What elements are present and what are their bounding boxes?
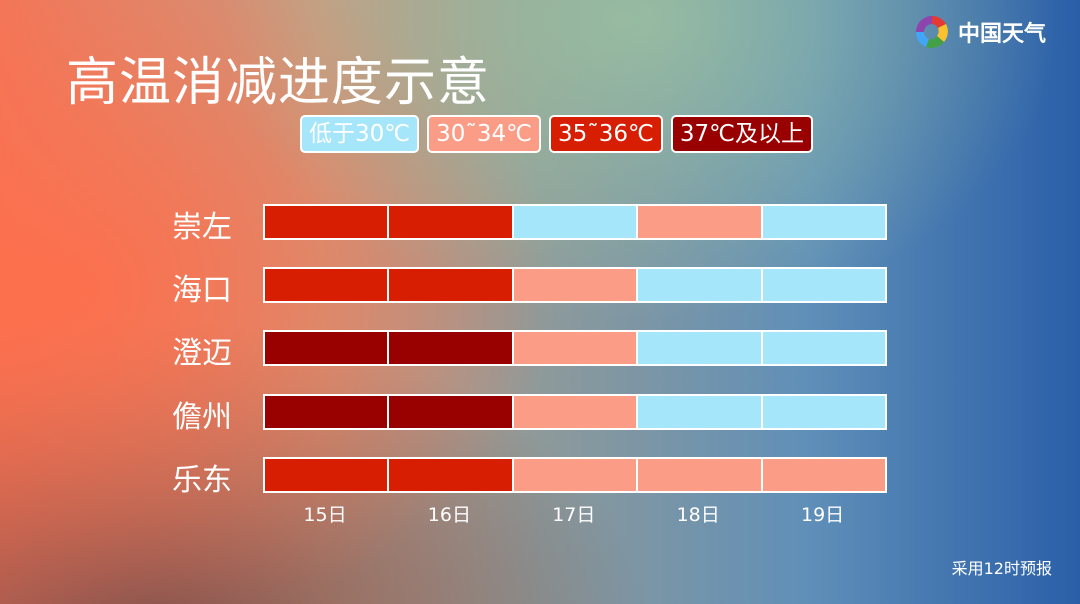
row-label: 乐东 <box>172 463 232 498</box>
column-label: 19日 <box>801 504 845 526</box>
heatmap-cell <box>511 204 639 240</box>
heatmap-cell <box>387 330 514 366</box>
heatmap-cell <box>636 394 763 430</box>
heatmap-cell <box>263 457 390 493</box>
heatmap-cell <box>760 204 887 240</box>
heatmap-cell <box>760 330 887 366</box>
heatmap-cell <box>760 457 887 493</box>
china-weather-logo-icon <box>915 15 948 48</box>
heatmap-cell <box>511 330 639 366</box>
page-title: 高温消减进度示意 <box>66 53 491 113</box>
legend: 低于30℃ 30˜34℃ 35˜36℃ 37℃及以上 <box>300 115 813 153</box>
heatmap-cell <box>263 330 390 366</box>
heatmap-cell <box>511 394 639 430</box>
heatmap-cell <box>636 204 763 240</box>
column-label: 17日 <box>552 504 596 526</box>
heatmap-cell <box>387 457 514 493</box>
heatmap-cell <box>263 394 390 430</box>
heatmap-cell <box>636 330 763 366</box>
heatmap-cell <box>511 267 639 303</box>
heatmap-cell <box>636 457 763 493</box>
heatmap-cell <box>511 457 639 493</box>
column-label: 18日 <box>676 504 720 526</box>
heatmap-cell <box>263 204 390 240</box>
logo-text: 中国天气 <box>958 22 1047 47</box>
column-label: 16日 <box>427 504 471 526</box>
row-label: 澄迈 <box>172 336 232 371</box>
row-label: 崇左 <box>172 210 232 245</box>
column-label: 15日 <box>303 504 347 526</box>
heatmap-cell <box>760 394 887 430</box>
heatmap-cell <box>387 394 514 430</box>
heatmap-cell <box>387 204 514 240</box>
heatmap-cell <box>636 267 763 303</box>
heatmap-cell <box>760 267 887 303</box>
legend-item: 37℃及以上 <box>670 115 813 153</box>
legend-item: 35˜36℃ <box>548 115 663 153</box>
heatmap-cell <box>263 267 390 303</box>
logo: 中国天气 <box>912 12 1046 52</box>
row-label: 海口 <box>172 273 232 308</box>
heatmap-cell <box>387 267 514 303</box>
legend-item: 低于30℃ <box>300 115 420 153</box>
legend-item: 30˜34℃ <box>427 115 541 153</box>
forecast-note: 采用12时预报 <box>951 559 1052 578</box>
row-label: 儋州 <box>172 400 232 435</box>
